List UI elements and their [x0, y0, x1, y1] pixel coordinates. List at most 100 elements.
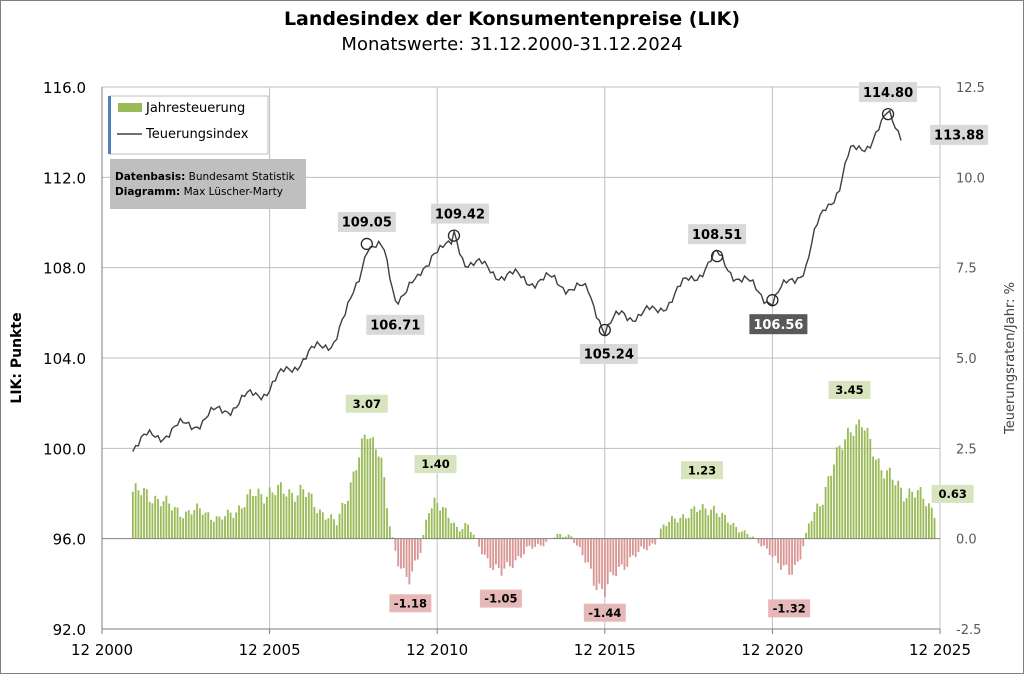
inflation-bar: [374, 449, 377, 539]
inflation-bar: [528, 538, 531, 546]
source-line-1: Datenbasis: Bundesamt Statistik: [115, 171, 296, 183]
inflation-bar: [355, 470, 358, 539]
data-label-bg: [345, 394, 388, 413]
inflation-bar: [383, 477, 386, 539]
inflation-bar: [433, 497, 436, 539]
inflation-bar: [305, 496, 307, 539]
inflation-bar: [402, 538, 405, 568]
inflation-bar: [428, 513, 430, 539]
data-label: -1.32: [773, 602, 806, 616]
inflation-bar: [391, 537, 394, 539]
data-label: 1.40: [421, 457, 449, 471]
inflation-bar: [372, 437, 374, 539]
inflation-bar: [802, 538, 805, 547]
inflation-bar: [729, 524, 732, 539]
inflation-bar: [545, 538, 548, 542]
inflation-bar: [478, 538, 481, 547]
inflation-bar: [629, 538, 631, 558]
inflation-bar: [210, 519, 212, 539]
inflation-bar: [768, 538, 771, 555]
inflation-bar: [193, 509, 196, 539]
inflation-bar: [617, 538, 620, 567]
inflation-bar: [562, 537, 564, 539]
inflation-bar: [626, 538, 629, 567]
inflation-bar: [785, 538, 788, 565]
data-label-bg: [579, 343, 638, 364]
inflation-bar: [268, 487, 271, 539]
data-label-bg: [749, 314, 808, 335]
inflation-bar: [235, 512, 238, 539]
data-label: 109.05: [342, 216, 392, 231]
inflation-bar: [238, 505, 240, 539]
source-box-bg: [110, 159, 306, 209]
inflation-bar: [732, 522, 735, 539]
annotations: 109.05 106.71 109.42 105.24 108.51 106.56 114.…: [337, 82, 989, 622]
data-label-bg: [583, 603, 626, 622]
inflation-bar: [405, 538, 408, 577]
inflation-bar: [500, 538, 503, 576]
inflation-bar: [335, 525, 338, 539]
inflation-bar: [338, 513, 341, 539]
inflation-bar: [444, 507, 447, 539]
inflation-bar: [609, 538, 612, 573]
inflation-bar: [698, 509, 701, 539]
inflation-bar: [282, 493, 285, 539]
data-label-bg: [931, 484, 974, 503]
data-label: 106.56: [753, 318, 803, 333]
inflation-bar: [863, 430, 866, 539]
inflation-bar: [450, 523, 453, 539]
inflation-bar: [673, 518, 676, 539]
inflation-bar: [897, 480, 900, 539]
inflation-bar: [916, 490, 919, 539]
inflation-bar: [676, 522, 679, 539]
inflation-bar: [299, 484, 302, 539]
source-box: Datenbasis: Bundesamt Statistik Diagramm…: [110, 159, 306, 209]
peak-marker-circle: [881, 107, 895, 121]
inflation-bar: [134, 483, 137, 539]
inflation-bar: [157, 498, 159, 539]
inflation-bar: [763, 538, 766, 546]
chart-title: Landesindex der Konsumentenpreise (LIK): [283, 8, 741, 30]
index-polyline: [132, 109, 902, 452]
inflation-bar: [327, 518, 330, 539]
inflation-bar: [620, 538, 623, 565]
inflation-bar: [690, 508, 693, 539]
inflation-bar: [520, 538, 523, 558]
inflation-bar: [229, 512, 232, 539]
inflation-bar: [436, 502, 439, 539]
inflation-bar: [573, 538, 576, 544]
inflation-bar: [514, 538, 517, 561]
inflation-bar: [232, 517, 235, 539]
inflation-bar: [296, 495, 299, 539]
inflation-bar: [866, 427, 869, 539]
inflation-bar: [492, 538, 495, 571]
inflation-bar: [215, 516, 218, 539]
inflation-bar: [344, 504, 347, 539]
inflation-bar: [905, 498, 908, 539]
inflation-bar: [534, 538, 537, 547]
inflation-bar: [285, 496, 288, 539]
inflation-bar: [483, 538, 486, 555]
inflation-bar: [182, 518, 185, 539]
data-label-bg: [337, 211, 396, 232]
inflation-bar: [151, 503, 154, 539]
inflation-bar: [682, 514, 685, 539]
inflation-bar: [441, 507, 444, 539]
data-label: 105.24: [584, 348, 634, 363]
inflation-bar: [302, 489, 305, 539]
inflation-bar: [665, 525, 668, 539]
inflation-bar: [721, 512, 724, 539]
x-tick-label: 12 2025: [909, 641, 971, 659]
inflation-bar: [154, 495, 157, 539]
data-label-bg: [389, 594, 432, 613]
inflation-bar: [796, 538, 799, 562]
inflation-bar: [799, 538, 802, 560]
inflation-bar: [277, 484, 280, 539]
inflation-bar: [886, 470, 888, 539]
inflation-bar: [497, 538, 500, 569]
inflation-bar: [852, 435, 855, 539]
data-label-bg: [430, 203, 489, 224]
inflation-bar: [592, 538, 595, 586]
inflation-bar: [779, 538, 782, 570]
